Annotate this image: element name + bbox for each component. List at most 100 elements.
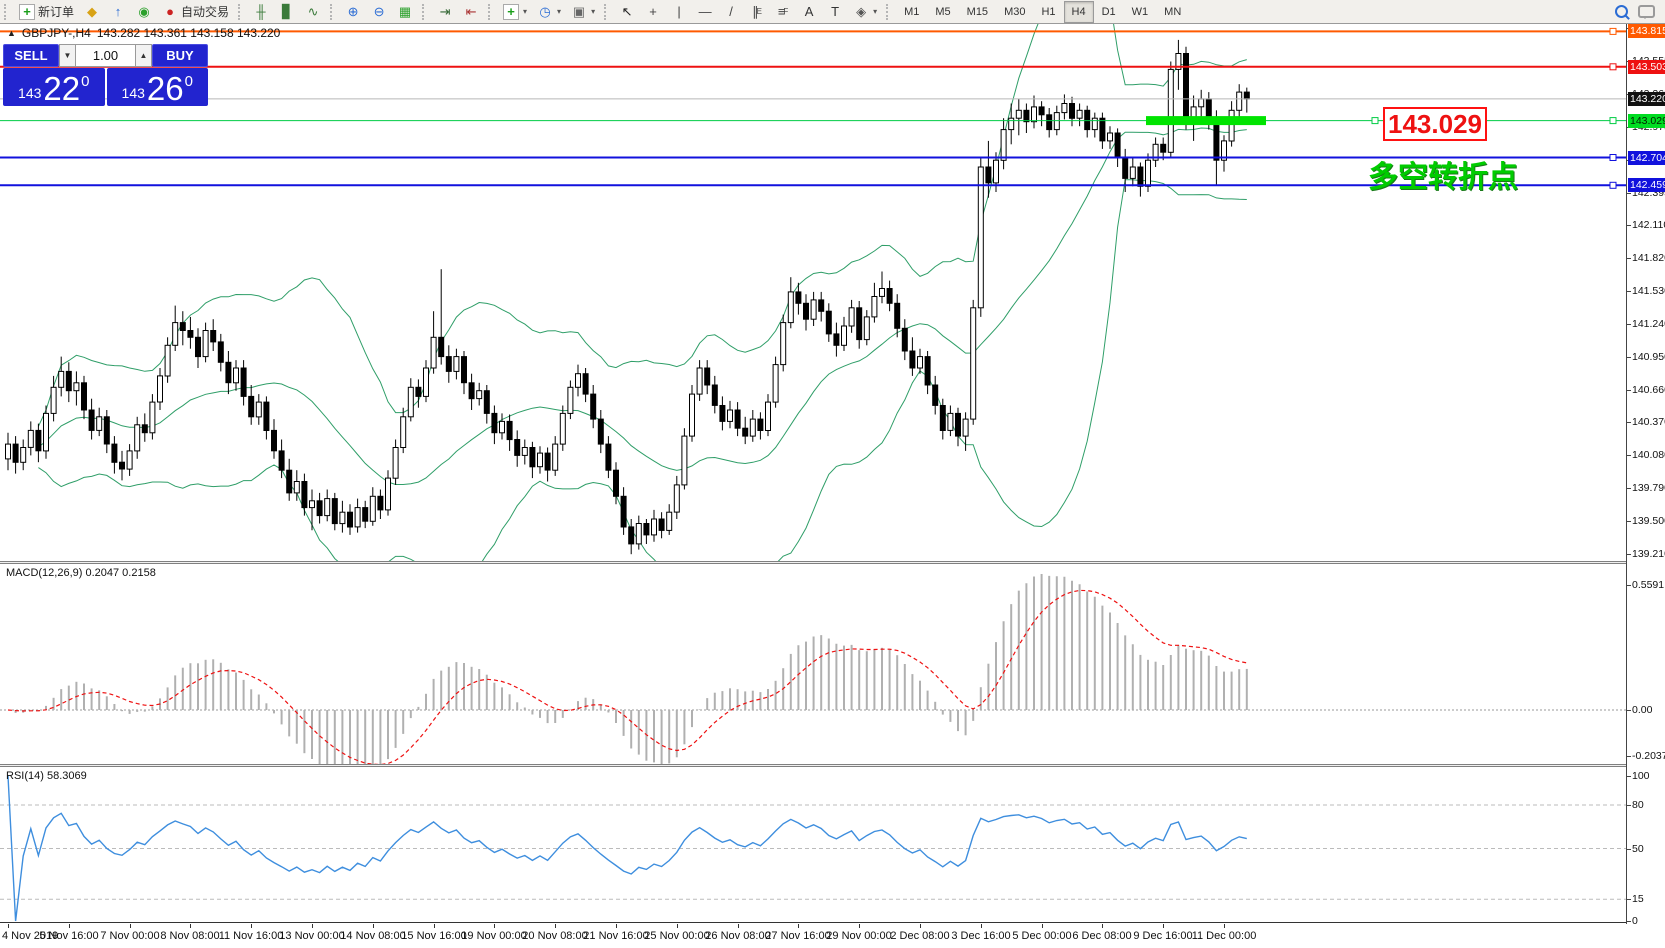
volume-increase-button[interactable]: ▲: [135, 44, 152, 67]
price-tag-143.503[interactable]: 143.503: [1628, 60, 1665, 74]
timeframe-m30-button[interactable]: M30: [1004, 5, 1026, 18]
toolbar-grip: [4, 3, 11, 20]
hline-handle[interactable]: [1609, 63, 1617, 71]
horizontal-line-button[interactable]: —: [692, 1, 718, 23]
time-axis[interactable]: 4 Nov 2019 5 Nov 16:00 7 Nov 00:00 8 Nov 08…: [0, 924, 1665, 948]
hline-handle[interactable]: [1371, 117, 1379, 125]
trendline-button[interactable]: /: [718, 1, 744, 23]
templates-button[interactable]: ▣ ▾: [566, 1, 600, 23]
market-watch-button[interactable]: ◆: [79, 1, 105, 23]
macd-pane-canvas[interactable]: [0, 564, 1626, 764]
pane-splitter-macd[interactable]: [0, 561, 1665, 564]
time-label: 3 Dec 16:00: [951, 930, 1011, 942]
candlestick-button[interactable]: ▊: [274, 1, 300, 23]
dropdown-arrow-icon[interactable]: ▾: [557, 7, 562, 16]
time-tick-mark: [312, 924, 313, 928]
sell-button[interactable]: SELL: [3, 44, 59, 67]
buy-button[interactable]: BUY: [152, 44, 208, 67]
time-tick-mark: [920, 924, 921, 928]
chart-shift-icon: ⇤: [465, 3, 477, 19]
time-tick-mark: [738, 924, 739, 928]
periods-button[interactable]: ◷ ▾: [532, 1, 566, 23]
new-chart-button[interactable]: + ▾: [498, 1, 532, 23]
volume-input[interactable]: 1.00: [76, 44, 135, 67]
equidistant-channel-button[interactable]: ∥ E: [744, 1, 770, 23]
axis-tick-mark: [1627, 756, 1631, 757]
axis-tick-mark: [1627, 710, 1631, 711]
zoom-out-button[interactable]: ⊖: [366, 1, 392, 23]
vertical-line-button[interactable]: |: [666, 1, 692, 23]
dropdown-arrow-icon[interactable]: ▾: [523, 7, 528, 16]
sell-price-base: 143: [18, 85, 42, 101]
hline-handle[interactable]: [1609, 154, 1617, 161]
vline-icon: |: [677, 3, 681, 19]
axis-tick-mark: [1627, 554, 1631, 555]
arrows-button[interactable]: ◈ ▾: [848, 1, 882, 23]
price-axis[interactable]: 143.845143.555143.265142.975142.685142.3…: [1626, 22, 1665, 927]
dropdown-arrow-icon[interactable]: ▾: [873, 7, 878, 16]
new-order-icon: +: [19, 3, 35, 20]
search-icon[interactable]: [1615, 5, 1628, 18]
zoom-in-button[interactable]: ⊕: [340, 1, 366, 23]
price-tag-142.704[interactable]: 142.704: [1628, 151, 1665, 165]
sell-price-pips: 22: [43, 70, 81, 107]
time-tick-mark: [251, 924, 252, 928]
price-tick: 100: [1632, 770, 1650, 782]
timeframe-m5-button[interactable]: M5: [935, 5, 951, 18]
chart-shift-button[interactable]: ⇤: [458, 1, 484, 23]
auto-scroll-button[interactable]: ⇥: [432, 1, 458, 23]
signals-button[interactable]: ◉: [131, 1, 157, 23]
chat-icon[interactable]: [1638, 5, 1655, 19]
text-button[interactable]: A: [796, 1, 822, 23]
toolbar-grip: [488, 3, 495, 20]
timeframe-mn-button[interactable]: MN: [1164, 5, 1182, 18]
axis-tick-mark: [1627, 225, 1631, 226]
buy-price-display[interactable]: 143 26 0: [106, 68, 208, 106]
time-label: 19 Nov 00:00: [461, 930, 527, 942]
hline-handle[interactable]: [1609, 27, 1617, 35]
price-tick: 0: [1632, 915, 1638, 927]
toolbar-grip: [886, 3, 893, 20]
price-level-label[interactable]: 143.029: [1383, 107, 1487, 141]
timeframe-w1-button[interactable]: W1: [1131, 5, 1149, 18]
price-tag-142.459[interactable]: 142.459: [1628, 178, 1665, 192]
signal-icon: ◉: [138, 3, 150, 19]
text-label-button[interactable]: T: [822, 1, 848, 23]
timeframe-h1-button[interactable]: H1: [1041, 5, 1056, 18]
candlestick-icon: ▊: [282, 3, 293, 19]
annotation-note-text[interactable]: 多空转折点: [1368, 161, 1518, 194]
timeframe-d1-button[interactable]: D1: [1101, 5, 1116, 18]
timeframe-m1-button[interactable]: M1: [904, 5, 920, 18]
pane-splitter-rsi[interactable]: [0, 764, 1665, 767]
macd-histogram: [14, 574, 1248, 764]
price-tick: 15: [1632, 893, 1644, 905]
price-tag-143.815[interactable]: 143.815: [1628, 24, 1665, 38]
tile-windows-button[interactable]: ▦: [392, 1, 418, 23]
price-tick: 140.950: [1632, 351, 1665, 363]
cursor-button[interactable]: ↖: [614, 1, 640, 23]
timeframe-m15-button[interactable]: M15: [966, 5, 989, 18]
fibonacci-button[interactable]: ≡ F: [770, 1, 796, 23]
bar-chart-button[interactable]: ╫: [248, 1, 274, 23]
time-tick-mark: [434, 924, 435, 928]
sell-price-display[interactable]: 143 22 0: [3, 68, 105, 106]
autotrade-button[interactable]: ● 自动交易: [157, 1, 234, 23]
time-tick-mark: [981, 924, 982, 928]
highlight-bar[interactable]: [1146, 116, 1266, 126]
price-tick: 140.080: [1632, 449, 1665, 461]
dropdown-arrow-icon[interactable]: ▾: [591, 7, 596, 16]
time-label: 21 Nov 16:00: [583, 930, 649, 942]
rsi-pane-canvas[interactable]: [0, 767, 1626, 922]
line-chart-button[interactable]: ∿: [300, 1, 326, 23]
volume-decrease-button[interactable]: ▼: [59, 44, 76, 67]
main-chart-canvas[interactable]: [0, 24, 1626, 561]
hline-handle[interactable]: [1609, 181, 1617, 189]
new-order-button[interactable]: + 新订单: [14, 1, 79, 23]
hline-handle[interactable]: [1609, 117, 1617, 125]
price-tag-143.029[interactable]: 143.029: [1628, 114, 1665, 128]
crosshair-button[interactable]: +: [640, 1, 666, 23]
publish-button[interactable]: ↑: [105, 1, 131, 23]
timeframe-h4-button[interactable]: H4: [1063, 0, 1094, 23]
bar-chart-icon: ╫: [256, 3, 266, 19]
